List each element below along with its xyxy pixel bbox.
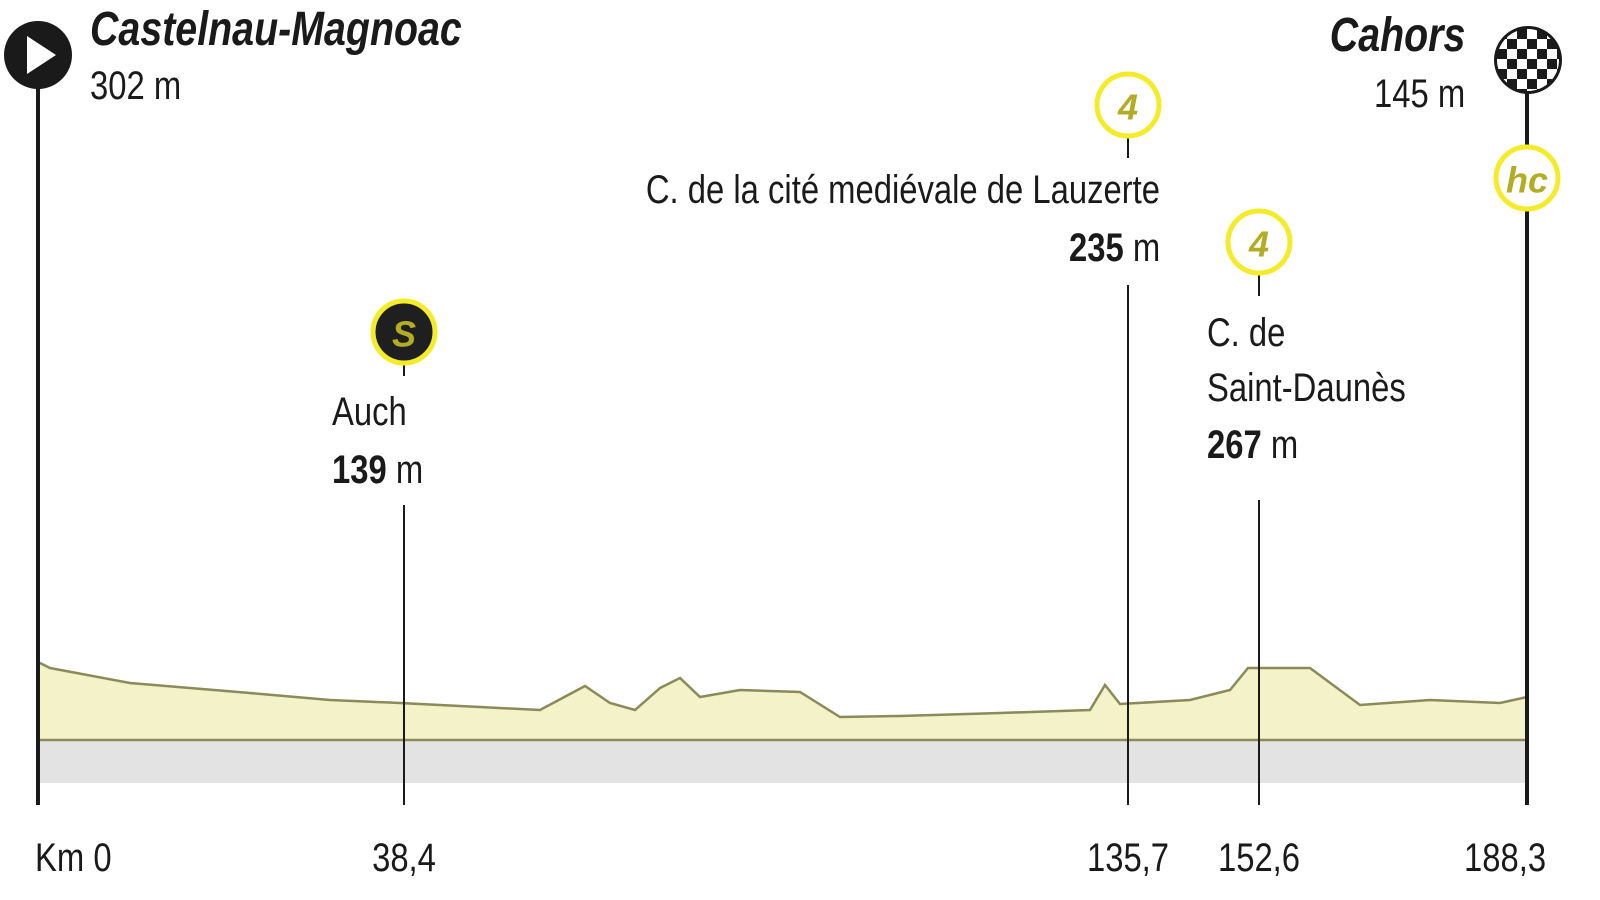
point-altitude: 235 m [1069,228,1160,268]
badge-label: hc [1506,160,1548,201]
ground-band [38,740,1527,783]
km-label: 38,4 [372,836,436,880]
point-name: C. de la cité mediévale de Lauzerte [645,168,1160,212]
finish-name: Cahors [1329,9,1465,62]
finish-altitude: 145 m [1373,72,1465,116]
point-altitude: 267 m [1207,425,1298,465]
altitude-unit: m [1270,423,1299,467]
point-name: Auch [332,390,407,434]
climb-badge [1225,208,1293,276]
start-altitude: 302 m [90,64,182,108]
sprint-badge [370,298,438,366]
badge-label: 4 [1117,87,1138,128]
point-altitude: 139 m [332,450,423,490]
km-label: Km 0 [35,836,112,880]
start-icon [4,21,72,89]
climb-badge [1493,144,1561,212]
badge-label: S [392,314,416,355]
km-label: 188,3 [1463,836,1546,880]
altitude-value: 267 [1207,423,1262,467]
climb-badge [1094,71,1162,139]
km-label: 135,7 [1086,836,1170,880]
km-label: 152,6 [1217,836,1301,880]
finish-icon [1494,26,1562,94]
start-name: Castelnau-Magnoac [90,3,462,56]
altitude-unit: m [1132,226,1160,270]
badge-label: 4 [1248,224,1269,265]
point-name: Saint-Daunès [1207,366,1406,410]
point-name: C. de [1207,311,1286,355]
elevation-profile [36,659,1529,742]
altitude-unit: m [395,448,424,492]
altitude-value: 235 [1068,226,1124,270]
altitude-value: 139 [332,448,387,492]
